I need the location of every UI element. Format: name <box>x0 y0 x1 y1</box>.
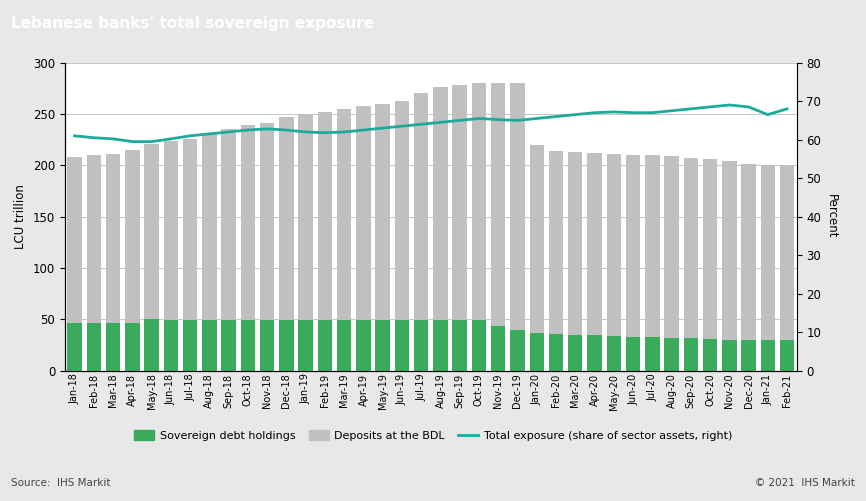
Bar <box>510 83 525 371</box>
Bar <box>722 340 737 371</box>
Bar <box>664 156 679 371</box>
Bar <box>683 338 698 371</box>
Bar <box>164 321 178 371</box>
Bar <box>279 117 294 371</box>
Text: Lebanese banks' total sovereign exposure: Lebanese banks' total sovereign exposure <box>11 17 374 32</box>
Bar <box>529 145 544 371</box>
Bar <box>606 154 621 371</box>
Bar <box>260 123 275 371</box>
Bar <box>222 321 236 371</box>
Bar <box>587 153 602 371</box>
Bar <box>529 333 544 371</box>
Bar <box>664 338 679 371</box>
Bar <box>395 321 409 371</box>
Bar <box>626 155 640 371</box>
Bar <box>337 321 352 371</box>
Bar <box>202 321 216 371</box>
Bar <box>568 335 583 371</box>
Y-axis label: Percent: Percent <box>825 194 838 239</box>
Bar <box>703 339 717 371</box>
Bar <box>414 94 429 371</box>
Bar <box>472 321 486 371</box>
Bar <box>453 321 467 371</box>
Bar <box>645 155 660 371</box>
Bar <box>356 321 371 371</box>
Bar <box>683 158 698 371</box>
Bar <box>183 139 197 371</box>
Bar <box>606 336 621 371</box>
Bar <box>626 337 640 371</box>
Bar <box>587 335 602 371</box>
Bar <box>318 112 333 371</box>
Y-axis label: LCU trillion: LCU trillion <box>15 184 28 249</box>
Bar <box>222 129 236 371</box>
Bar <box>145 144 158 371</box>
Bar <box>433 87 448 371</box>
Bar <box>125 150 139 371</box>
Text: © 2021  IHS Markit: © 2021 IHS Markit <box>755 478 855 488</box>
Bar <box>87 155 101 371</box>
Bar <box>703 159 717 371</box>
Bar <box>780 165 794 371</box>
Bar <box>241 125 255 371</box>
Bar <box>356 106 371 371</box>
Bar <box>125 324 139 371</box>
Bar <box>87 324 101 371</box>
Bar <box>549 151 563 371</box>
Bar <box>568 152 583 371</box>
Bar <box>741 340 756 371</box>
Bar <box>376 104 390 371</box>
Bar <box>395 101 409 371</box>
Bar <box>202 133 216 371</box>
Bar <box>260 321 275 371</box>
Bar <box>760 340 775 371</box>
Bar <box>106 324 120 371</box>
Text: Source:  IHS Markit: Source: IHS Markit <box>11 478 111 488</box>
Bar <box>491 326 506 371</box>
Bar <box>645 337 660 371</box>
Bar <box>299 321 313 371</box>
Bar <box>510 330 525 371</box>
Bar <box>760 165 775 371</box>
Bar <box>722 161 737 371</box>
Bar <box>68 157 81 371</box>
Bar <box>145 320 158 371</box>
Bar <box>183 321 197 371</box>
Bar <box>299 114 313 371</box>
Bar <box>549 334 563 371</box>
Bar <box>318 321 333 371</box>
Bar <box>68 324 81 371</box>
Bar <box>414 321 429 371</box>
Bar <box>453 85 467 371</box>
Bar <box>741 164 756 371</box>
Bar <box>491 83 506 371</box>
Bar <box>164 141 178 371</box>
Bar <box>106 154 120 371</box>
Bar <box>472 83 486 371</box>
Bar <box>780 340 794 371</box>
Bar <box>337 109 352 371</box>
Bar <box>376 321 390 371</box>
Bar <box>433 321 448 371</box>
Bar <box>279 321 294 371</box>
Bar <box>241 321 255 371</box>
Legend: Sovereign debt holdings, Deposits at the BDL, Total exposure (share of sector as: Sovereign debt holdings, Deposits at the… <box>130 426 736 445</box>
